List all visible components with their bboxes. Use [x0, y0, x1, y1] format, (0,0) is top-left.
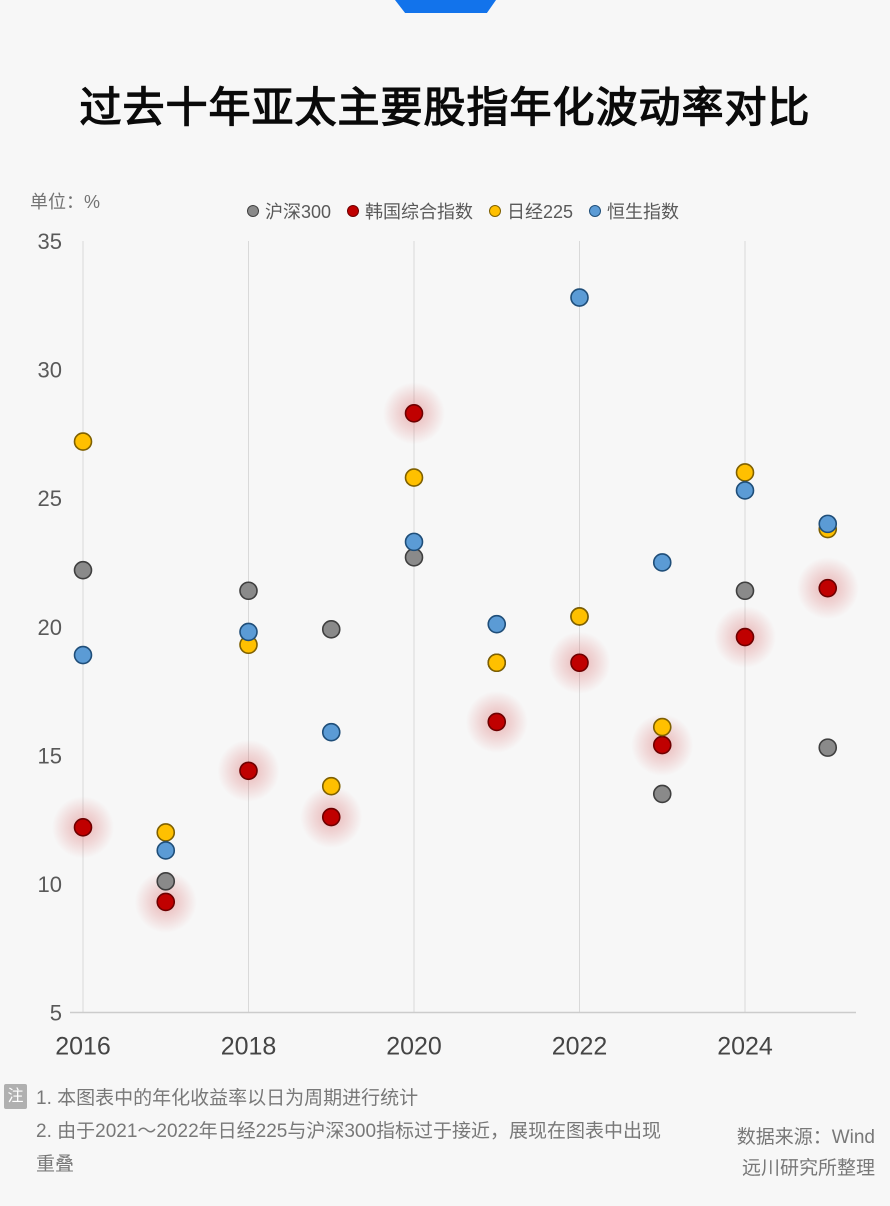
legend-item-4: 恒生指数 — [589, 198, 679, 224]
source-line-1: 数据来源：Wind — [736, 1127, 875, 1148]
data-source: 数据来源：Wind 远川研究所整理 — [737, 1122, 875, 1184]
data-point-沪深300-2020 — [404, 548, 424, 567]
legend-item-1: 沪深300 — [246, 198, 331, 224]
legend-label: 韩国综合指数 — [365, 202, 473, 222]
data-point-沪深300-2025 — [818, 738, 838, 757]
data-point-韩国综合指数-2021 — [487, 712, 507, 732]
notes-block: 1. 本图表中的年化收益率以日为周期进行统计 2. 由于2021～2022年日经… — [36, 1082, 676, 1181]
y-tick-label-5: 5 — [50, 1001, 62, 1026]
data-point-恒生指数-2016 — [73, 645, 93, 665]
data-point-沪深300-2023 — [652, 784, 672, 804]
data-point-韩国综合指数-2020 — [404, 404, 424, 423]
data-point-日经225-2017 — [156, 823, 176, 842]
legend-dot-icon — [489, 205, 501, 217]
y-tick-label-10: 10 — [38, 872, 62, 897]
note-line-1: 1. 本图表中的年化收益率以日为周期进行统计 — [36, 1088, 419, 1109]
data-point-恒生指数-2024 — [735, 481, 755, 500]
brand-logo-mark — [395, 0, 496, 13]
data-point-恒生指数-2025 — [818, 514, 838, 534]
data-point-沪深300-2017 — [156, 872, 176, 891]
x-tick-label-2020: 2020 — [386, 1033, 442, 1061]
data-point-沪深300-2024 — [735, 581, 755, 601]
data-point-日经225-2016 — [73, 432, 93, 451]
legend-item-2: 韩国综合指数 — [347, 198, 473, 224]
x-tick-label-2024: 2024 — [717, 1033, 773, 1061]
data-point-日经225-2019 — [321, 776, 341, 796]
data-point-恒生指数-2019 — [321, 722, 341, 742]
y-tick-label-25: 25 — [38, 486, 62, 511]
x-tick-label-2018: 2018 — [221, 1033, 277, 1061]
y-tick-label-35: 35 — [38, 229, 62, 254]
data-point-韩国综合指数-2017 — [156, 892, 176, 912]
legend-dot-icon — [246, 205, 259, 217]
y-tick-label-20: 20 — [38, 615, 62, 640]
page-title: 过去十年亚太主要股指年化波动率对比 — [79, 84, 811, 131]
data-point-日经225-2023 — [652, 717, 672, 737]
legend-item-3: 日经225 — [489, 198, 573, 224]
note-badge: 注 — [4, 1084, 27, 1109]
data-point-韩国综合指数-2023 — [652, 735, 672, 755]
legend-dot-icon — [347, 205, 359, 217]
data-point-沪深300-2016 — [73, 560, 93, 580]
scatter-chart: 2016 2018 2020 2022 2024 35 30 25 20 15 10 5 — [38, 229, 859, 1061]
legend-label: 日经225 — [507, 202, 574, 222]
data-point-沪深300-2018 — [239, 581, 258, 601]
x-tick-label-2016: 2016 — [55, 1033, 111, 1061]
data-point-日经225-2021 — [487, 653, 507, 673]
data-point-沪深300-2019 — [321, 620, 341, 639]
data-point-恒生指数-2017 — [156, 841, 176, 860]
data-point-韩国综合指数-2022 — [570, 653, 589, 673]
unit-label: 单位：% — [30, 192, 101, 212]
data-point-恒生指数-2020 — [404, 532, 424, 552]
data-point-韩国综合指数-2025 — [818, 578, 838, 598]
x-tick-label-2022: 2022 — [552, 1033, 608, 1061]
data-point-韩国综合指数-2018 — [239, 761, 258, 781]
data-point-韩国综合指数-2016 — [73, 818, 93, 837]
legend-dot-icon — [589, 205, 602, 217]
y-tick-label-15: 15 — [38, 743, 62, 768]
legend-label: 沪深300 — [264, 202, 331, 222]
data-point-恒生指数-2021 — [487, 614, 507, 634]
y-tick-label-30: 30 — [38, 358, 62, 383]
source-line-2: 远川研究所整理 — [741, 1158, 875, 1179]
data-point-恒生指数-2018 — [239, 622, 258, 642]
chart-legend: 沪深300 韩国综合指数 日经225 恒生指数 — [68, 198, 858, 224]
legend-label: 恒生指数 — [607, 202, 680, 222]
data-point-韩国综合指数-2019 — [321, 807, 341, 827]
note-line-2: 2. 由于2021～2022年日经225与沪深300指标过于接近，展现在图表中出… — [36, 1121, 662, 1175]
data-point-日经225-2024 — [735, 463, 755, 482]
data-point-恒生指数-2022 — [570, 288, 589, 307]
data-point-韩国综合指数-2024 — [735, 627, 755, 647]
data-point-恒生指数-2023 — [652, 553, 672, 572]
data-point-日经225-2020 — [404, 468, 424, 487]
data-point-日经225-2022 — [570, 607, 589, 626]
